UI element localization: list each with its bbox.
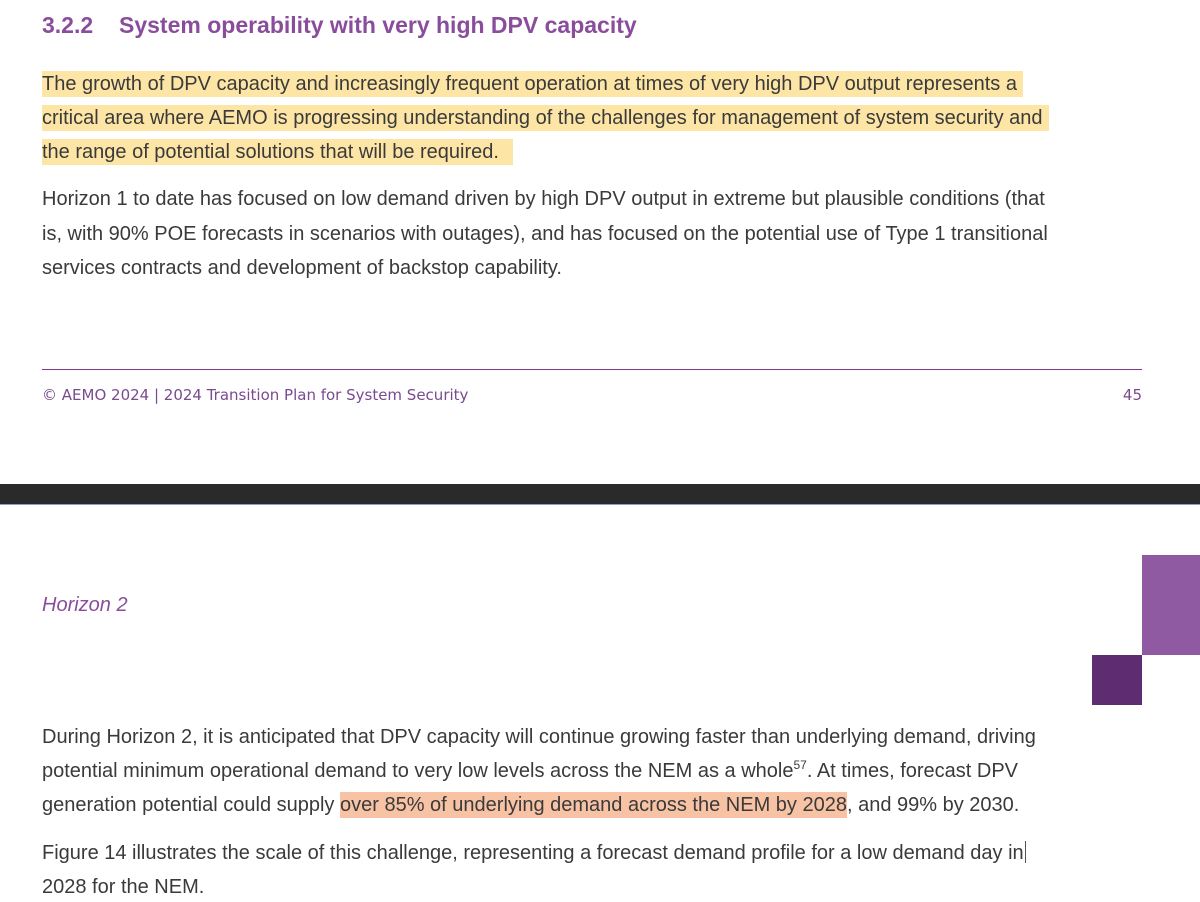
section-heading: 3.2.2 System operability with very high D… — [42, 12, 637, 39]
paragraph-line: critical area where AEMO is progressing … — [42, 104, 1049, 132]
highlighted-text: The growth of DPV capacity and increasin… — [42, 71, 1023, 97]
page-separator — [0, 484, 1200, 504]
text: . At times, forecast DPV — [806, 760, 1019, 782]
section-number: 3.2.2 — [42, 12, 94, 38]
paragraph-line: potential minimum operational demand to … — [42, 757, 1018, 785]
subheading: Horizon 2 — [42, 594, 128, 616]
highlighted-text: the range of potential solutions that wi… — [42, 139, 513, 165]
text: Figure 14 illustrates the scale of this … — [42, 842, 1024, 864]
paragraph-line: The growth of DPV capacity and increasin… — [42, 70, 1023, 98]
paragraph-line: generation potential could supply over 8… — [42, 791, 1019, 819]
footnote-ref: 57 — [793, 758, 807, 772]
page-number: 45 — [1122, 386, 1142, 404]
text: , and 99% by 2030. — [846, 794, 1020, 816]
paragraph-line: Figure 14 illustrates the scale of this … — [42, 839, 1026, 867]
text: generation potential could supply — [42, 794, 340, 816]
decor-square — [1142, 555, 1200, 655]
paragraph-line: During Horizon 2, it is anticipated that… — [42, 726, 1036, 748]
paragraph-line: Horizon 1 to date has focused on low dem… — [42, 188, 1045, 210]
highlighted-text: critical area where AEMO is progressing … — [42, 105, 1049, 131]
paragraph-line: 2028 for the NEM. — [42, 876, 205, 898]
text-cursor — [1024, 841, 1026, 863]
footer-text: © AEMO 2024 | 2024 Transition Plan for S… — [42, 386, 469, 404]
paragraph-line: the range of potential solutions that wi… — [42, 138, 513, 166]
highlighted-text: over 85% of underlying demand across the… — [340, 792, 847, 818]
decor-square — [1092, 655, 1142, 705]
section-title: System operability with very high DPV ca… — [119, 12, 637, 38]
footer-rule — [42, 369, 1142, 370]
paragraph-line: services contracts and development of ba… — [42, 257, 562, 279]
text: potential minimum operational demand to … — [42, 760, 794, 782]
page-separator-edge — [0, 504, 1200, 505]
paragraph-line: is, with 90% POE forecasts in scenarios … — [42, 223, 1048, 245]
